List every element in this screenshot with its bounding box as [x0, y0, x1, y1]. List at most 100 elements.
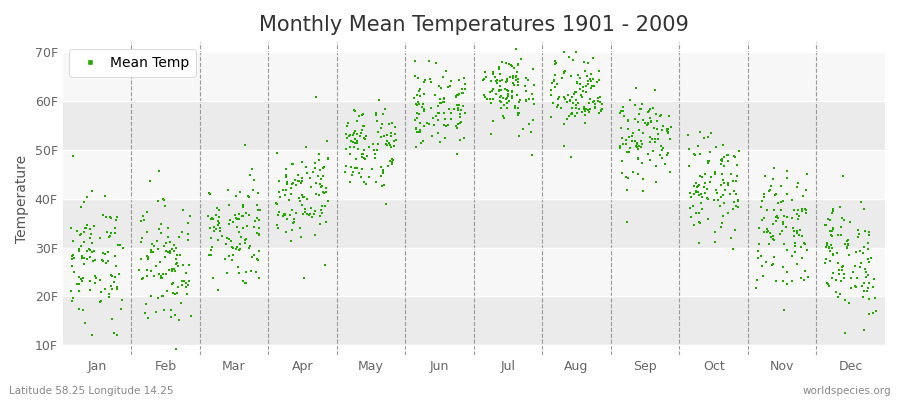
Point [376, 133, 391, 140]
Point [428, 92, 443, 98]
Point [795, 208, 809, 214]
Point [476, 77, 491, 83]
Point [452, 102, 466, 108]
Point [861, 296, 876, 303]
Point [560, 99, 574, 105]
Point [456, 75, 471, 82]
Point [570, 102, 584, 109]
Point [212, 214, 226, 220]
Point [564, 110, 579, 116]
Point [205, 215, 220, 221]
Point [279, 181, 293, 188]
Point [826, 251, 841, 257]
Point [525, 91, 539, 97]
Point [249, 230, 264, 236]
Point [500, 95, 514, 102]
Point [500, 76, 515, 82]
Point [693, 220, 707, 226]
Point [587, 98, 601, 104]
Point [850, 275, 864, 281]
Point [564, 111, 579, 117]
Point [846, 268, 860, 275]
Point [636, 188, 651, 194]
Point [836, 263, 850, 269]
Point [779, 168, 794, 174]
Point [575, 84, 590, 90]
Point [175, 282, 189, 288]
Point [355, 151, 369, 157]
Point [663, 169, 678, 175]
Point [800, 171, 814, 177]
Point [787, 225, 801, 231]
Point [511, 79, 526, 85]
Point [785, 278, 799, 284]
Point [776, 198, 790, 204]
Point [372, 97, 386, 104]
Point [726, 188, 741, 194]
Point [321, 198, 336, 204]
Point [221, 221, 236, 227]
Point [511, 112, 526, 118]
Point [825, 210, 840, 216]
Point [348, 136, 363, 142]
Point [763, 234, 778, 240]
Point [573, 86, 588, 92]
Point [824, 248, 838, 254]
Point [154, 230, 168, 236]
Point [649, 118, 663, 125]
Point [765, 262, 779, 269]
Point [653, 143, 668, 149]
Point [144, 293, 158, 300]
Point [211, 222, 225, 228]
Point [700, 186, 715, 192]
Point [563, 97, 578, 103]
Point [207, 224, 221, 230]
Point [689, 210, 704, 216]
Point [155, 292, 169, 299]
Point [310, 94, 324, 100]
Point [780, 214, 795, 220]
Point [506, 80, 520, 87]
Point [788, 240, 802, 247]
Point [859, 269, 873, 276]
Point [590, 78, 605, 85]
Point [409, 100, 423, 107]
Point [749, 284, 763, 291]
Point [492, 66, 507, 72]
Point [77, 229, 92, 236]
Point [860, 285, 875, 292]
Point [432, 96, 446, 102]
Point [752, 241, 766, 247]
Point [649, 163, 663, 170]
Point [135, 275, 149, 281]
Point [158, 248, 173, 254]
Point [721, 182, 735, 188]
Point [300, 143, 314, 150]
Point [338, 131, 353, 138]
Point [504, 62, 518, 68]
Point [380, 138, 394, 145]
Point [317, 164, 331, 170]
Point [376, 111, 391, 118]
Point [346, 106, 361, 113]
Point [774, 207, 788, 214]
Point [833, 224, 848, 230]
Point [494, 93, 508, 100]
Point [293, 179, 308, 186]
Point [797, 240, 812, 247]
Point [85, 249, 99, 256]
Point [270, 150, 284, 156]
Point [728, 227, 742, 234]
Point [156, 292, 170, 299]
Point [570, 78, 584, 85]
Point [831, 294, 845, 300]
Point [656, 122, 670, 129]
Point [139, 301, 153, 307]
Point [619, 186, 634, 193]
Point [780, 191, 795, 197]
Point [577, 106, 591, 112]
Point [110, 214, 124, 220]
Point [716, 200, 731, 206]
Point [88, 272, 103, 279]
Point [209, 212, 223, 218]
